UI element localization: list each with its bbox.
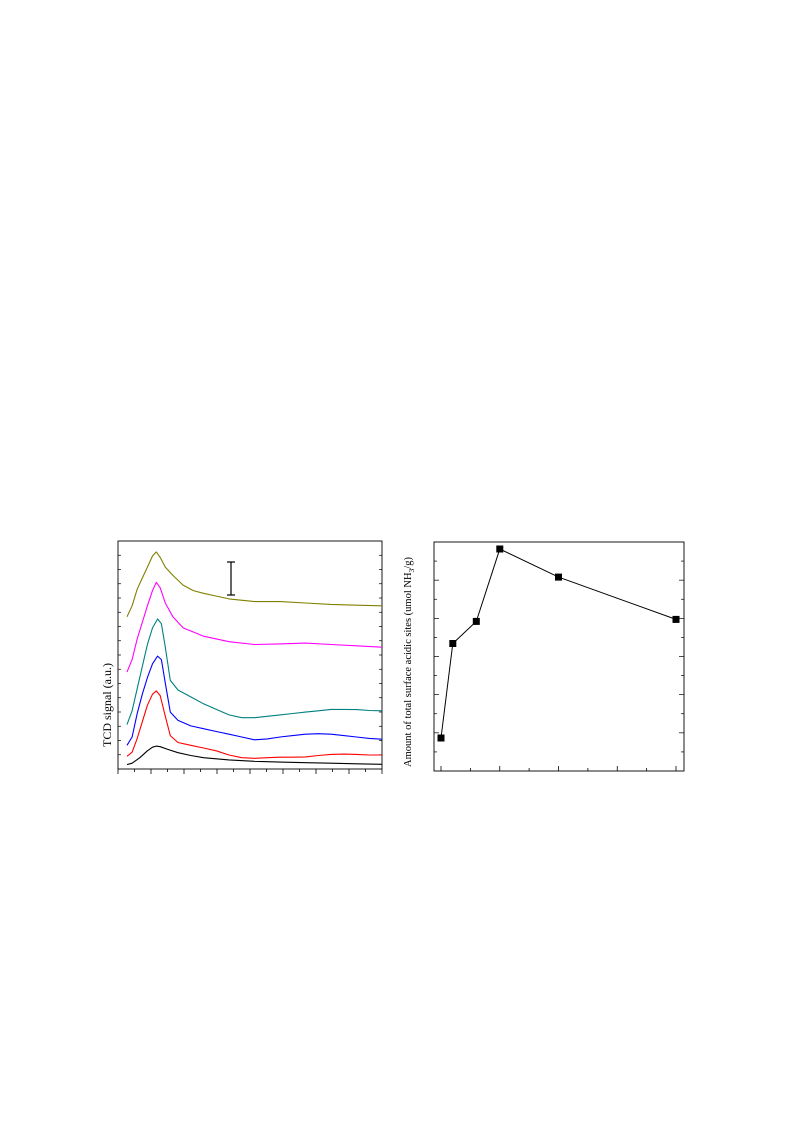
tpd-curves	[126, 551, 383, 766]
scale-bar	[227, 561, 235, 596]
acidity-series	[437, 545, 680, 742]
acidity-point	[472, 617, 480, 625]
acidity-point	[555, 573, 562, 581]
tpd-curve-4	[126, 618, 383, 725]
right-y-axis-label-main: Amount of total surface acidic sites (um…	[403, 572, 414, 767]
tpd-curve-1	[126, 745, 383, 766]
acidity-point	[449, 640, 457, 647]
tpd-curve-3	[126, 655, 383, 746]
left-x-axis-ticks	[117, 769, 383, 774]
left-plot-frame	[117, 540, 383, 770]
right-y-axis-ticks	[434, 560, 684, 753]
left-y-axis-ticks	[118, 554, 382, 756]
right-y-axis-label: Amount of total surface acidic sites (um…	[403, 557, 416, 767]
tpd-curve-6	[126, 551, 383, 618]
tpd-curve-5	[126, 581, 383, 673]
right-y-axis-label-subscript: 3	[407, 568, 416, 572]
acidity-point	[496, 545, 504, 553]
left-y-axis-label: TCD signal (a.u.)	[100, 663, 114, 747]
right-x-axis-ticks	[440, 766, 677, 771]
acidity-point	[437, 734, 445, 742]
tpd-chart: TCD signal (a.u.)	[100, 540, 383, 774]
right-y-axis-label-suffix: /g)	[403, 557, 414, 569]
acidity-chart: Amount of total surface acidic sites (um…	[403, 541, 685, 772]
tpd-curve-2	[126, 690, 382, 759]
acidity-point	[672, 615, 680, 623]
acidity-line	[440, 548, 677, 739]
